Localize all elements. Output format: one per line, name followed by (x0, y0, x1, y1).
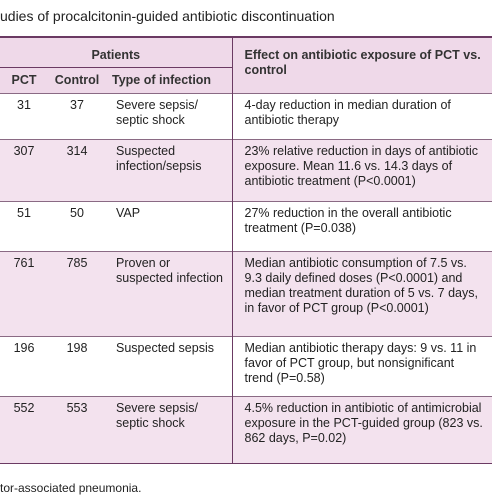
table-cell: 31 (0, 92, 48, 139)
table-row: 552 553 Severe sepsis/ septic shock 4.5% re… (0, 395, 493, 463)
table-cell: Severe sepsis/ septic shock (106, 395, 233, 463)
table-cell: 4.5% reduction in antibiotic of antimicr… (231, 395, 493, 463)
table-cell: Median antibiotic therapy days: 9 vs. 11… (231, 335, 493, 396)
table-cell: 37 (48, 92, 106, 139)
table-cell: 314 (48, 138, 106, 201)
table-cell: 4-day reduction in median duration of an… (231, 92, 493, 139)
data-table: Patients Effect on antibiotic exposure o… (0, 36, 493, 464)
table-cell: 196 (0, 335, 48, 396)
table-cell: VAP (106, 200, 233, 251)
table-cell: Suspected sepsis (106, 335, 233, 396)
table-cell: 553 (48, 395, 106, 463)
table-row: 307 314 Suspected infection/sepsis 23% rela… (0, 138, 493, 201)
table-cell: 27% reduction in the overall antibiotic … (231, 200, 493, 251)
table-row: 196 198 Suspected sepsis Median antibiotic … (0, 335, 493, 396)
table-row: 761 785 Proven or suspected infection Media… (0, 250, 493, 336)
table-cell: Proven or suspected infection (106, 250, 233, 336)
table-cell: 23% relative reduction in days of antibi… (231, 138, 493, 201)
table-cell: 552 (0, 395, 48, 463)
table-cell: Severe sepsis/ septic shock (106, 92, 233, 139)
table-row: 51 50 VAP 27% reduction in the overall anti… (0, 200, 493, 251)
table-cell: 785 (48, 250, 106, 336)
column-header: Type of infection (106, 67, 233, 93)
table-cell: 761 (0, 250, 48, 336)
table-cell: 307 (0, 138, 48, 201)
table-cell: Median antibiotic consumption of 7.5 vs.… (231, 250, 493, 336)
table-cell: 50 (48, 200, 106, 251)
footnote: tor-associated pneumonia. (0, 481, 142, 495)
table-cell: 51 (0, 200, 48, 251)
column-header: Control (48, 67, 106, 93)
table-title: udies of procalcitonin-guided antibiotic… (0, 8, 335, 24)
group-header: Patients (0, 37, 233, 68)
column-header: PCT (0, 67, 48, 93)
table-cell: Suspected infection/sepsis (106, 138, 233, 201)
table-row: 31 37 Severe sepsis/ septic shock 4-day red… (0, 92, 493, 139)
table-cell: 198 (48, 335, 106, 396)
column-header: Effect on antibiotic exposure of PCT vs.… (231, 37, 493, 93)
